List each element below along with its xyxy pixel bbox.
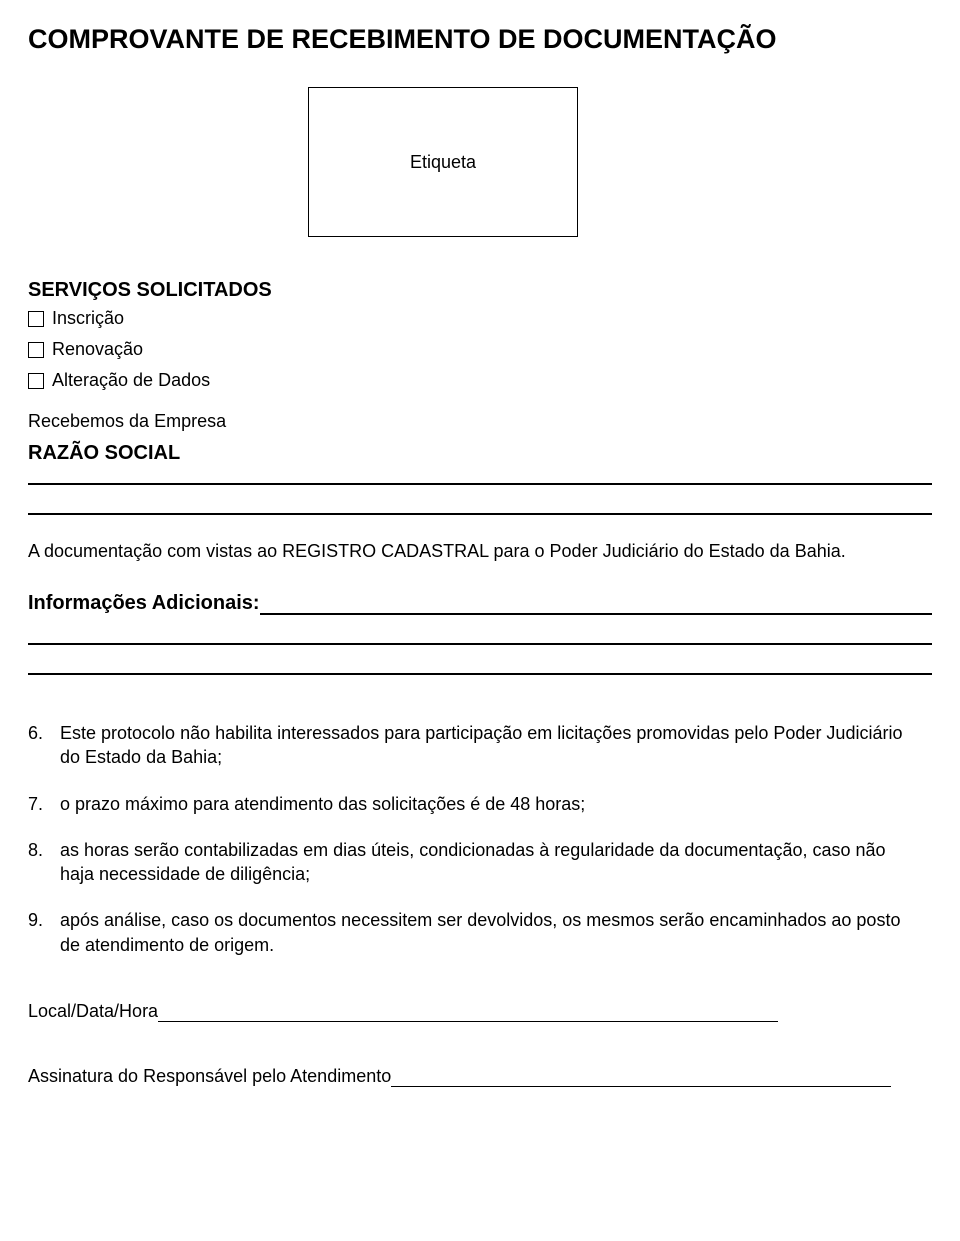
checkbox-box-icon <box>28 373 44 389</box>
item-text: após análise, caso os documentos necessi… <box>60 908 932 957</box>
info-adicionais-row: Informações Adicionais: <box>28 592 932 615</box>
checkbox-box-icon <box>28 311 44 327</box>
item-text: Este protocolo não habilita interessados… <box>60 721 932 770</box>
item-number: 9. <box>28 908 60 957</box>
checkbox-alteracao[interactable]: Alteração de Dados <box>28 370 932 391</box>
checkbox-inscricao[interactable]: Inscrição <box>28 308 932 329</box>
item-number: 7. <box>28 792 60 816</box>
assinatura-row: Assinatura do Responsável pelo Atendimen… <box>28 1066 932 1087</box>
document-title: COMPROVANTE DE RECEBIMENTO DE DOCUMENTAÇ… <box>28 24 932 55</box>
recebemos-label: Recebemos da Empresa <box>28 411 932 432</box>
list-item: 7. o prazo máximo para atendimento das s… <box>28 792 932 816</box>
list-item: 6. Este protocolo não habilita interessa… <box>28 721 932 770</box>
local-data-hora-row: Local/Data/Hora <box>28 1001 932 1022</box>
assinatura-label: Assinatura do Responsável pelo Atendimen… <box>28 1066 391 1087</box>
checkbox-label: Inscrição <box>52 308 124 329</box>
info-adicionais-label: Informações Adicionais: <box>28 592 260 615</box>
services-heading: SERVIÇOS SOLICITADOS <box>28 279 932 302</box>
etiqueta-label: Etiqueta <box>410 152 476 173</box>
item-number: 8. <box>28 838 60 887</box>
checkbox-label: Alteração de Dados <box>52 370 210 391</box>
list-item: 8. as horas serão contabilizadas em dias… <box>28 838 932 887</box>
etiqueta-box: Etiqueta <box>308 87 578 237</box>
assinatura-line <box>391 1086 891 1087</box>
local-data-hora-label: Local/Data/Hora <box>28 1001 158 1022</box>
checkbox-box-icon <box>28 342 44 358</box>
info-adicionais-line-2 <box>28 643 932 645</box>
checkbox-label: Renovação <box>52 339 143 360</box>
checkbox-renovacao[interactable]: Renovação <box>28 339 932 360</box>
documentacao-text: A documentação com vistas ao REGISTRO CA… <box>28 541 932 562</box>
item-number: 6. <box>28 721 60 770</box>
item-text: o prazo máximo para atendimento das soli… <box>60 792 932 816</box>
local-data-hora-line <box>158 1021 778 1022</box>
list-item: 9. após análise, caso os documentos nece… <box>28 908 932 957</box>
razao-social-line-1 <box>28 483 932 485</box>
info-adicionais-line-inline <box>260 613 932 615</box>
info-adicionais-line-3 <box>28 673 932 675</box>
razao-social-label: RAZÃO SOCIAL <box>28 442 932 465</box>
razao-social-line-2 <box>28 513 932 515</box>
numbered-list: 6. Este protocolo não habilita interessa… <box>28 721 932 957</box>
item-text: as horas serão contabilizadas em dias út… <box>60 838 932 887</box>
